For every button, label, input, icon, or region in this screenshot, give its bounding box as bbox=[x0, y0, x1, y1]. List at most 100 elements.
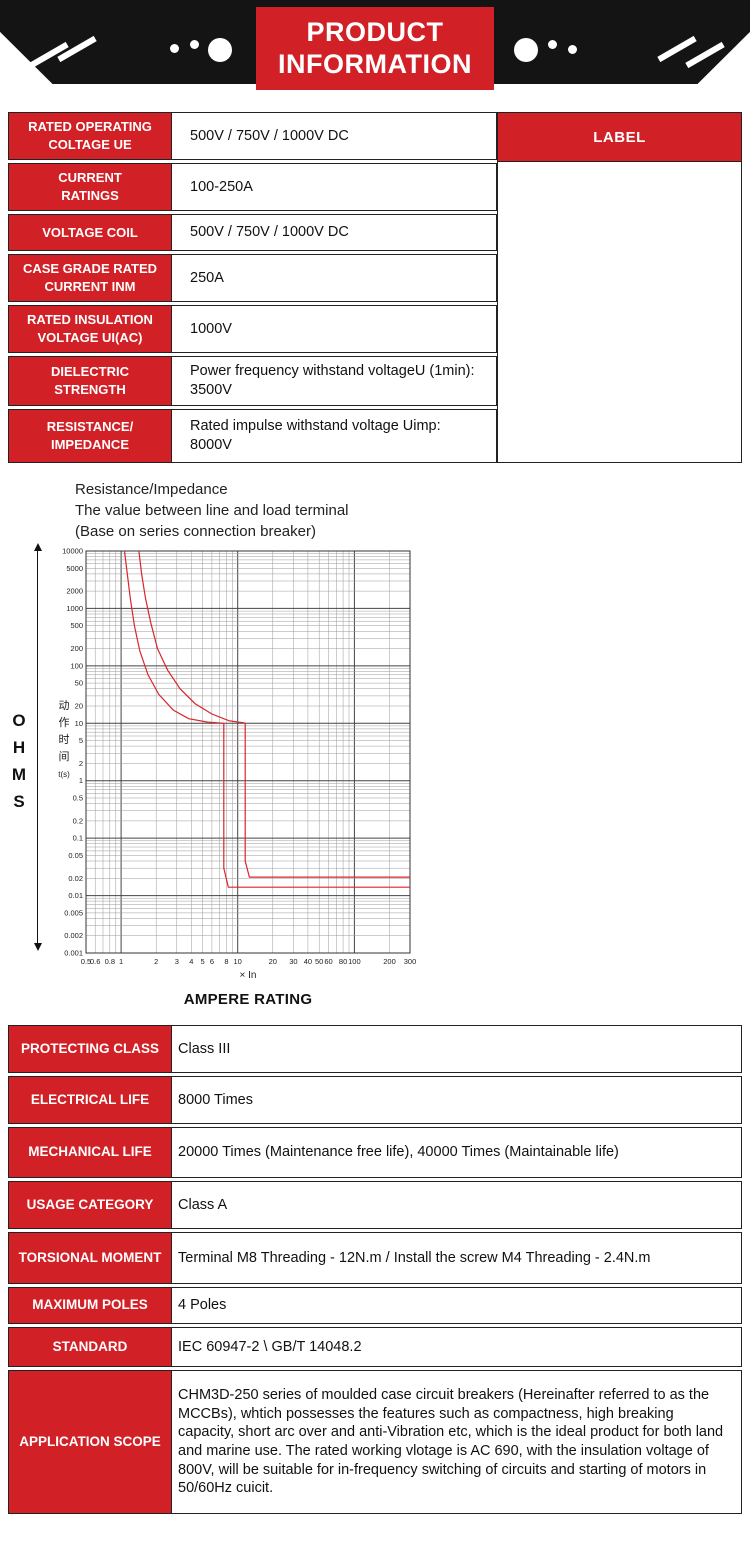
spec-table-row: DIELECTRIC STRENGTH Power frequency withs… bbox=[8, 356, 497, 406]
characteristics-row-value: 20000 Times (Maintenance free life), 400… bbox=[172, 1127, 742, 1178]
svg-text:4: 4 bbox=[189, 957, 193, 966]
svg-text:0.5: 0.5 bbox=[81, 957, 91, 966]
spec-table-row-value: 500V / 750V / 1000V DC bbox=[172, 214, 497, 251]
svg-text:8: 8 bbox=[224, 957, 228, 966]
characteristics-row: APPLICATION SCOPE CHM3D-250 series of mou… bbox=[8, 1370, 742, 1514]
svg-text:1: 1 bbox=[79, 776, 83, 785]
svg-text:0.8: 0.8 bbox=[105, 957, 115, 966]
svg-text:时: 时 bbox=[59, 733, 70, 746]
svg-text:0.02: 0.02 bbox=[68, 874, 83, 883]
characteristics-row-label: MECHANICAL LIFE bbox=[8, 1127, 172, 1178]
svg-text:100: 100 bbox=[348, 957, 361, 966]
svg-text:0.005: 0.005 bbox=[64, 908, 83, 917]
characteristics-row-label: USAGE CATEGORY bbox=[8, 1181, 172, 1229]
spec-table-rows: RATED OPERATING COLTAGE UE 500V / 750V / … bbox=[8, 112, 497, 463]
spec-table-row-label: RESISTANCE/ IMPEDANCE bbox=[8, 409, 172, 463]
chart-caption-line1: Resistance/Impedance bbox=[75, 481, 228, 498]
decoration-dot bbox=[208, 38, 232, 62]
spec-table-row: CASE GRADE RATED CURRENT INM 250A bbox=[8, 254, 497, 302]
svg-text:100: 100 bbox=[70, 661, 83, 670]
svg-text:50: 50 bbox=[75, 679, 83, 688]
spec-table-row-value: 100-250A bbox=[172, 163, 497, 211]
svg-text:0.6: 0.6 bbox=[90, 957, 100, 966]
spec-table-row-value: Rated impulse withstand voltage Uimp: 80… bbox=[172, 409, 497, 463]
characteristics-row-label: APPLICATION SCOPE bbox=[8, 1370, 172, 1514]
y-axis-arrow bbox=[33, 543, 42, 951]
svg-text:200: 200 bbox=[383, 957, 396, 966]
svg-text:200: 200 bbox=[70, 644, 83, 653]
spec-table-row-label: VOLTAGE COIL bbox=[8, 214, 172, 251]
page-title-line2: INFORMATION bbox=[278, 48, 472, 79]
svg-text:40: 40 bbox=[304, 957, 312, 966]
characteristics-row-label: ELECTRICAL LIFE bbox=[8, 1076, 172, 1124]
page-title: PRODUCT INFORMATION bbox=[256, 7, 494, 90]
characteristics-row-label: TORSIONAL MOMENT bbox=[8, 1232, 172, 1284]
spec-table-row-value: 500V / 750V / 1000V DC bbox=[172, 112, 497, 160]
svg-text:0.001: 0.001 bbox=[64, 949, 83, 958]
svg-text:动: 动 bbox=[59, 699, 70, 712]
characteristics-row-value: CHM3D-250 series of moulded case circuit… bbox=[172, 1370, 742, 1514]
svg-text:0.2: 0.2 bbox=[73, 816, 83, 825]
characteristics-row: TORSIONAL MOMENT Terminal M8 Threading - … bbox=[8, 1232, 742, 1284]
svg-text:500: 500 bbox=[70, 621, 83, 630]
spec-table-row: RATED OPERATING COLTAGE UE 500V / 750V / … bbox=[8, 112, 497, 160]
characteristics-row-label: PROTECTING CLASS bbox=[8, 1025, 172, 1073]
svg-text:300: 300 bbox=[404, 957, 417, 966]
svg-text:0.05: 0.05 bbox=[68, 851, 83, 860]
spec-table-row-label: DIELECTRIC STRENGTH bbox=[8, 356, 172, 406]
label-column-body bbox=[498, 162, 741, 462]
characteristics-row: USAGE CATEGORY Class A bbox=[8, 1181, 742, 1229]
svg-text:5: 5 bbox=[79, 736, 83, 745]
svg-text:30: 30 bbox=[289, 957, 297, 966]
svg-text:80: 80 bbox=[339, 957, 347, 966]
chart-caption-line2: The value between line and load terminal bbox=[75, 502, 349, 519]
spec-table-row-value: Power frequency withstand voltageU (1min… bbox=[172, 356, 497, 406]
characteristics-row-value: IEC 60947-2 \ GB/T 14048.2 bbox=[172, 1327, 742, 1367]
characteristics-row-value: Class III bbox=[172, 1025, 742, 1073]
label-column-header: LABEL bbox=[498, 113, 741, 162]
svg-text:20: 20 bbox=[269, 957, 277, 966]
svg-text:作: 作 bbox=[59, 716, 70, 729]
decoration-dot bbox=[514, 38, 538, 62]
characteristics-row-value: Terminal M8 Threading - 12N.m / Install … bbox=[172, 1232, 742, 1284]
spec-table-row-value: 1000V bbox=[172, 305, 497, 353]
svg-text:50: 50 bbox=[315, 957, 323, 966]
spec-table-row-label: CASE GRADE RATED CURRENT INM bbox=[8, 254, 172, 302]
svg-text:10000: 10000 bbox=[62, 547, 83, 556]
characteristics-row: ELECTRICAL LIFE 8000 Times bbox=[8, 1076, 742, 1124]
characteristics-row-value: 8000 Times bbox=[172, 1076, 742, 1124]
svg-text:60: 60 bbox=[324, 957, 332, 966]
spec-table: RATED OPERATING COLTAGE UE 500V / 750V / … bbox=[8, 112, 742, 463]
characteristics-row: MAXIMUM POLES 4 Poles bbox=[8, 1287, 742, 1324]
spec-table-row-label: CURRENT RATINGS bbox=[8, 163, 172, 211]
svg-text:0.5: 0.5 bbox=[73, 794, 83, 803]
svg-text:1: 1 bbox=[119, 957, 123, 966]
characteristics-row-value: Class A bbox=[172, 1181, 742, 1229]
characteristics-row-label: MAXIMUM POLES bbox=[8, 1287, 172, 1324]
svg-text:间: 间 bbox=[59, 750, 70, 763]
spec-table-row-value: 250A bbox=[172, 254, 497, 302]
label-column: LABEL bbox=[497, 112, 742, 463]
svg-text:10: 10 bbox=[234, 957, 242, 966]
spec-table-row: CURRENT RATINGS 100-250A bbox=[8, 163, 497, 211]
x-axis-title-ampere: AMPERE RATING bbox=[183, 991, 313, 1008]
svg-text:0.01: 0.01 bbox=[68, 891, 83, 900]
spec-table-row-label: RATED INSULATION VOLTAGE UI(AC) bbox=[8, 305, 172, 353]
characteristics-row-value: 4 Poles bbox=[172, 1287, 742, 1324]
chart-captions: Resistance/Impedance The value between l… bbox=[75, 479, 349, 542]
svg-text:10: 10 bbox=[75, 719, 83, 728]
svg-text:20: 20 bbox=[75, 702, 83, 711]
chart-section: Resistance/Impedance The value between l… bbox=[0, 477, 750, 1025]
svg-text:0.002: 0.002 bbox=[64, 931, 83, 940]
svg-text:t(s): t(s) bbox=[58, 770, 70, 779]
spec-table-row: VOLTAGE COIL 500V / 750V / 1000V DC bbox=[8, 214, 497, 251]
svg-text:2: 2 bbox=[154, 957, 158, 966]
spec-table-row: RESISTANCE/ IMPEDANCE Rated impulse withs… bbox=[8, 409, 497, 463]
svg-text:1000: 1000 bbox=[66, 604, 83, 613]
decoration-dot bbox=[190, 40, 199, 49]
svg-text:× In: × In bbox=[240, 970, 257, 981]
characteristics-row: PROTECTING CLASS Class III bbox=[8, 1025, 742, 1073]
decoration-dot bbox=[568, 45, 577, 54]
svg-text:2000: 2000 bbox=[66, 587, 83, 596]
